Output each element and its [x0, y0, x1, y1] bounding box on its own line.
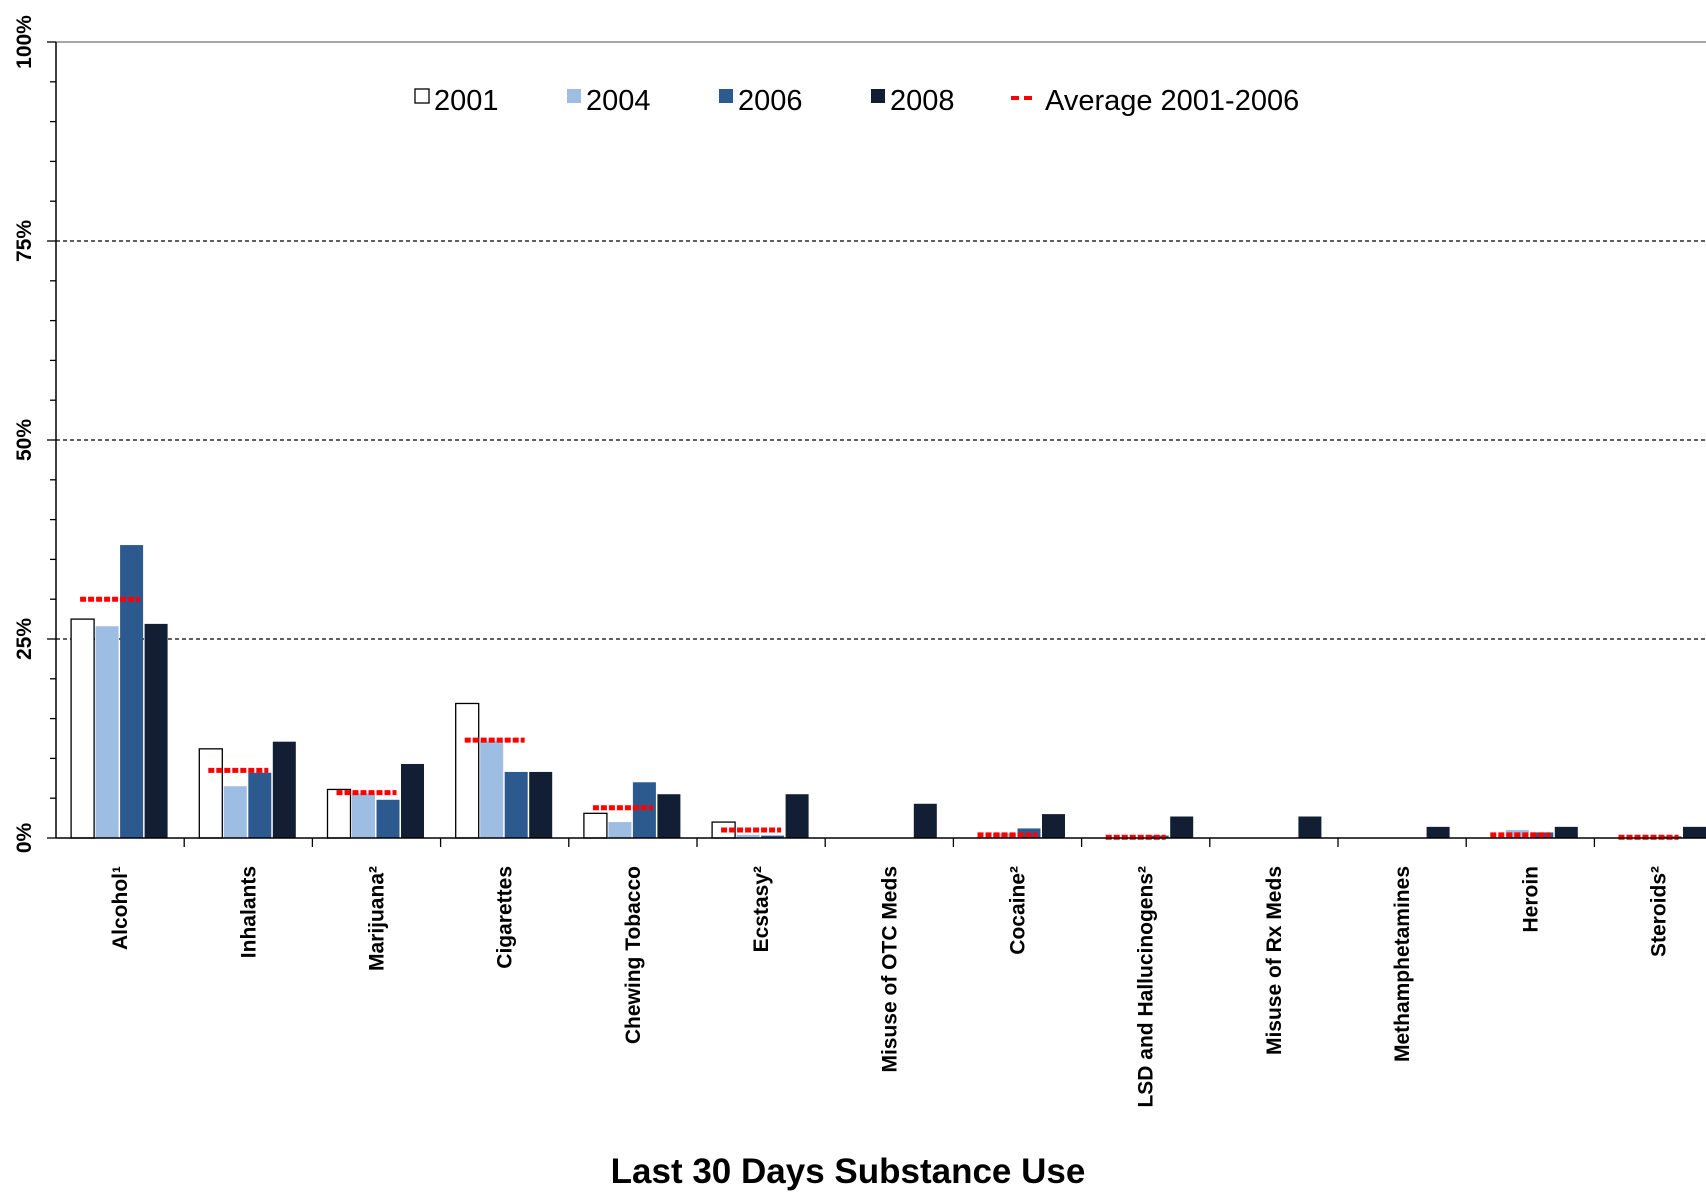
x-tick-label-lsd-and-hallucinogens: LSD and Hallucinogens² — [1135, 866, 1158, 1108]
bar-cigarettes-2008 — [529, 771, 553, 838]
bar-alcohol-2004 — [95, 626, 119, 838]
bars — [70, 545, 1706, 839]
bar-cigarettes-2004 — [480, 740, 504, 838]
x-tick-label-marijuana: Marijuana² — [366, 866, 389, 971]
average-markers — [80, 596, 1679, 840]
bar-inhalants-2006 — [248, 772, 272, 838]
bar-alcohol-2008 — [144, 623, 168, 838]
bar-alcohol-2001 — [70, 618, 95, 839]
y-tick-label: 25% — [13, 618, 36, 660]
x-tick-label-misuse-of-rx-meds: Misuse of Rx Meds — [1263, 866, 1286, 1055]
legend-swatch-2001 — [414, 88, 430, 104]
bar-inhalants-2001 — [198, 748, 223, 839]
bar-ecstasy-2004 — [736, 834, 760, 838]
bar-chewing-tobacco-2004 — [608, 822, 632, 838]
bar-alcohol-2006 — [120, 545, 144, 838]
bar-cigarettes-2001 — [455, 702, 480, 839]
bar-ecstasy-2006 — [761, 835, 785, 838]
y-tick-label: 100% — [13, 15, 36, 69]
x-tick-label-misuse-of-otc-meds: Misuse of OTC Meds — [878, 866, 901, 1073]
legend-label-2001: 2001 — [434, 85, 499, 117]
x-axis-label: Last 30 Days Substance Use — [611, 1152, 1086, 1191]
x-tick-label-alcohol: Alcohol¹ — [109, 866, 132, 950]
legend-swatch-2006 — [719, 89, 733, 103]
bar-misuse-of-rx-meds-2008 — [1298, 816, 1322, 838]
x-tick-label-cocaine: Cocaine² — [1007, 866, 1030, 955]
legend: 2001 2004 2006 2008 Average 2001-2006 — [414, 85, 1299, 117]
x-tick-label-chewing-tobacco: Chewing Tobacco — [622, 866, 645, 1044]
x-tick-label-methamphetamines: Methamphetamines — [1391, 866, 1414, 1062]
bar-chewing-tobacco-2001 — [583, 812, 608, 839]
bar-misuse-of-otc-meds-2008 — [913, 803, 937, 838]
y-tick-label: 50% — [13, 419, 36, 461]
legend-label-2004: 2004 — [586, 85, 651, 117]
bar-marijuana-2006 — [376, 799, 400, 838]
legend-label-average: Average 2001-2006 — [1045, 85, 1299, 117]
legend-label-2008: 2008 — [890, 85, 955, 117]
x-tick-label-ecstasy: Ecstasy² — [750, 866, 773, 952]
bar-heroin-2008 — [1554, 826, 1578, 838]
legend-swatch-2008 — [871, 89, 885, 103]
gridlines — [56, 41, 1706, 640]
bar-lsd-and-hallucinogens-2008 — [1170, 816, 1194, 838]
bar-marijuana-2001 — [326, 788, 352, 839]
axes — [47, 41, 1706, 847]
bar-ecstasy-2008 — [785, 794, 809, 838]
bar-chewing-tobacco-2008 — [657, 794, 681, 838]
bar-methamphetamines-2008 — [1426, 826, 1450, 838]
x-tick-label-heroin: Heroin — [1519, 866, 1542, 933]
bar-inhalants-2008 — [272, 741, 296, 838]
x-tick-label-steroids: Steroids² — [1648, 866, 1671, 957]
x-tick-label-cigarettes: Cigarettes — [494, 866, 517, 969]
y-tick-label: 75% — [13, 220, 36, 262]
bar-marijuana-2008 — [401, 763, 424, 838]
bar-steroids-2008 — [1683, 826, 1706, 838]
y-tick-label: 0% — [13, 823, 36, 854]
bar-marijuana-2004 — [352, 793, 375, 838]
x-tick-label-inhalants: Inhalants — [237, 866, 260, 958]
bar-cocaine-2008 — [1042, 814, 1065, 838]
bar-cigarettes-2006 — [504, 771, 528, 838]
x-tick-labels: Alcohol¹ Inhalants Marijuana² Cigarettes Che… — [109, 866, 1670, 1108]
bar-inhalants-2004 — [223, 786, 247, 838]
y-tick-labels: 0% 25% 50% 75% 100% — [13, 15, 36, 853]
legend-swatch-2004 — [567, 89, 581, 103]
legend-label-2006: 2006 — [738, 85, 803, 117]
